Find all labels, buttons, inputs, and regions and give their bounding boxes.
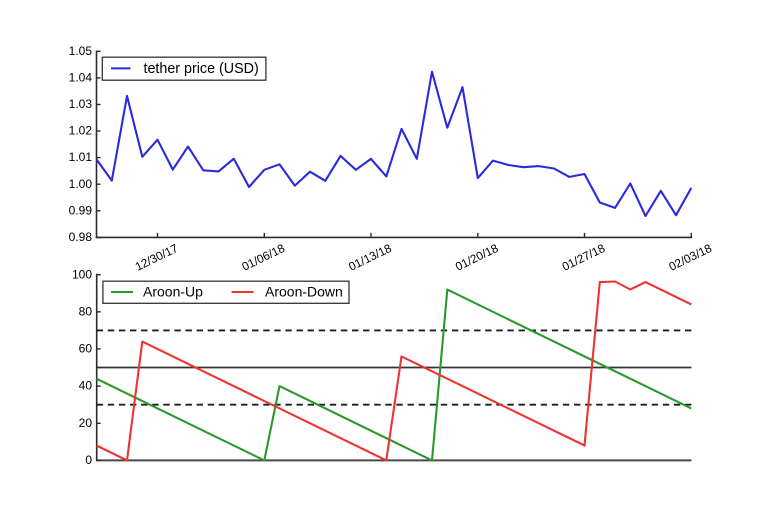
svg-text:1.01: 1.01: [69, 150, 93, 164]
svg-text:40: 40: [79, 379, 93, 393]
svg-text:0.99: 0.99: [69, 203, 93, 217]
svg-text:Aroon-Up: Aroon-Up: [143, 283, 203, 299]
svg-text:100: 100: [72, 267, 92, 281]
svg-text:1.05: 1.05: [69, 44, 93, 58]
svg-text:80: 80: [79, 304, 93, 318]
svg-text:Aroon-Down: Aroon-Down: [265, 283, 343, 299]
svg-text:0.98: 0.98: [69, 230, 93, 244]
svg-text:0: 0: [85, 453, 92, 467]
svg-text:60: 60: [79, 342, 93, 356]
svg-text:1.00: 1.00: [69, 177, 93, 191]
svg-text:1.02: 1.02: [69, 124, 93, 138]
svg-text:1.04: 1.04: [69, 71, 93, 85]
svg-text:1.03: 1.03: [69, 97, 93, 111]
svg-text:20: 20: [79, 416, 93, 430]
svg-text:tether price (USD): tether price (USD): [144, 61, 259, 77]
